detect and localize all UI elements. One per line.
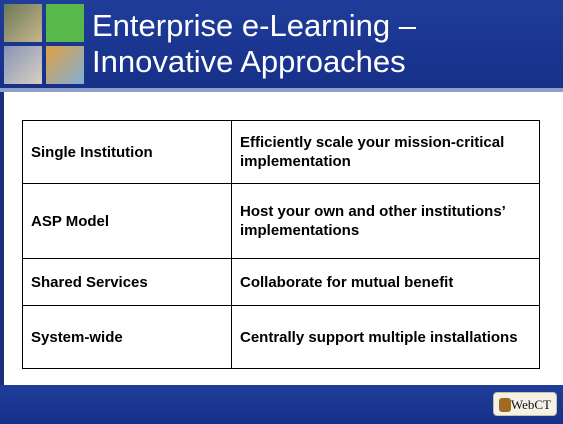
title-line: Enterprise e-Learning – xyxy=(92,8,416,43)
table-row: System-wide Centrally support multiple in… xyxy=(22,305,540,369)
header-rule xyxy=(0,88,563,92)
cell: ASP Model xyxy=(22,183,232,259)
logo-mark xyxy=(499,398,511,412)
table-row: Single Institution Efficiently scale your… xyxy=(22,120,540,184)
logo: WebCT xyxy=(493,392,557,416)
approaches-table: Single Institution Efficiently scale your… xyxy=(22,120,540,369)
cell: Host your own and other institutions’ im… xyxy=(231,183,540,259)
green-tile xyxy=(46,4,84,42)
cell: Efficiently scale your mission-critical … xyxy=(231,120,540,184)
cell: Single Institution xyxy=(22,120,232,184)
title-line: Innovative Approaches xyxy=(92,44,406,79)
table-row: ASP Model Host your own and other institu… xyxy=(22,183,540,259)
cell: Centrally support multiple installations xyxy=(231,305,540,369)
cell: Shared Services xyxy=(22,258,232,306)
footer-band: WebCT xyxy=(0,385,563,424)
left-edge xyxy=(0,92,4,385)
cell: Collaborate for mutual benefit xyxy=(231,258,540,306)
header-band: Enterprise e-Learning – Innovative Appro… xyxy=(0,0,563,88)
logo-text: WebCT xyxy=(510,397,551,412)
table-row: Shared Services Collaborate for mutual be… xyxy=(22,258,540,306)
photo-tile xyxy=(4,46,42,84)
photo-tile xyxy=(46,46,84,84)
cell: System-wide xyxy=(22,305,232,369)
photo-tile xyxy=(4,4,42,42)
slide-title: Enterprise e-Learning – Innovative Appro… xyxy=(92,8,416,80)
